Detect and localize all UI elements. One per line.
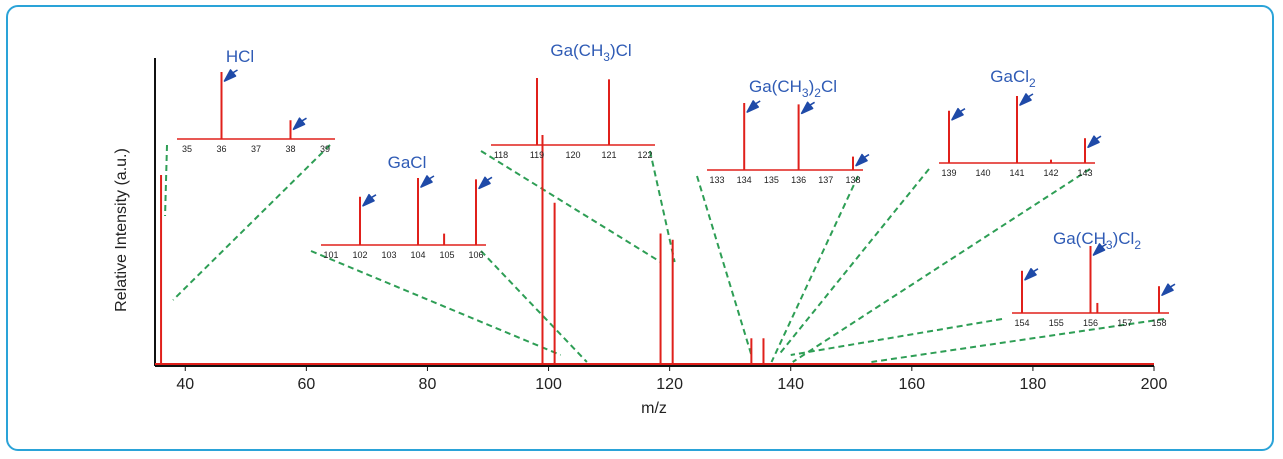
species-label-part: 3 xyxy=(802,86,809,100)
species-label-part: 2 xyxy=(1029,76,1036,90)
figure-frame xyxy=(6,5,1274,451)
inset-tick-label: 101 xyxy=(323,250,338,260)
x-tick-label: 40 xyxy=(176,376,194,393)
zoom-guide-lines xyxy=(164,144,1165,363)
inset-tick-label: 138 xyxy=(845,175,860,185)
inset-tick-label: 142 xyxy=(1043,168,1058,178)
inset-tick-label: 143 xyxy=(1077,168,1092,178)
inset-tick-label: 154 xyxy=(1014,318,1029,328)
inset-spectrum: 154 155 156 157 158 Ga(CH3)Cl2 xyxy=(1012,229,1176,328)
inset-tick-label: 133 xyxy=(709,175,724,185)
inset-tick-label: 134 xyxy=(737,175,752,185)
peak-arrow-icon xyxy=(746,100,761,113)
peak-arrow-icon xyxy=(478,176,493,190)
inset-tick-label: 103 xyxy=(381,250,396,260)
peak-arrow-icon xyxy=(362,193,377,207)
peak-arrow-icon xyxy=(223,69,238,82)
inset-tick-label: 36 xyxy=(216,144,226,154)
main-plot: m/z Relative Intensity (a.u.) 40 60 80 100 1… xyxy=(113,58,1167,417)
species-label-part: Ga(CH xyxy=(550,41,603,60)
peak-arrow-icon xyxy=(800,101,816,115)
inset-tick-label: 158 xyxy=(1151,318,1166,328)
inset-tick-label: 137 xyxy=(818,175,833,185)
inset-spectrum: 118 119 120 121 122 Ga(CH3)Cl xyxy=(491,41,655,160)
zoom-guide-line xyxy=(790,318,1003,356)
x-tick-label: 140 xyxy=(777,376,804,393)
species-label: GaCl xyxy=(388,153,427,172)
zoom-guide-line xyxy=(480,250,588,363)
zoom-guide-line xyxy=(649,150,676,263)
inset-tick-label: 136 xyxy=(791,175,806,185)
inset-spectrum: 35 36 37 38 39 HCl xyxy=(177,47,335,154)
zoom-guide-line xyxy=(777,168,930,356)
x-tick-label: 100 xyxy=(535,376,562,393)
species-label: Ga(CH3)2Cl xyxy=(749,77,837,100)
zoom-guide-line xyxy=(770,175,859,363)
peak-arrow-icon xyxy=(1024,267,1039,281)
inset-tick-label: 157 xyxy=(1117,318,1132,328)
zoom-guide-line xyxy=(792,168,1091,363)
inset-tick-label: 121 xyxy=(601,150,616,160)
peak-arrow-icon xyxy=(951,107,966,121)
x-tick-label: 160 xyxy=(898,376,925,393)
inset-tick-label: 119 xyxy=(530,150,544,160)
x-axis-title: m/z xyxy=(641,400,667,417)
inset-tick-label: 155 xyxy=(1049,318,1064,328)
species-label-part: )Cl xyxy=(610,41,632,60)
x-tick-label: 80 xyxy=(419,376,437,393)
x-tick-label: 60 xyxy=(297,376,315,393)
inset-tick-label: 106 xyxy=(468,250,483,260)
y-axis-title: Relative Intensity (a.u.) xyxy=(113,148,130,312)
inset-tick-label: 139 xyxy=(941,168,956,178)
x-tick-label: 180 xyxy=(1020,376,1047,393)
inset-tick-label: 38 xyxy=(285,144,295,154)
species-label-part: Ga(CH xyxy=(1053,229,1106,248)
species-label-part: Ga(CH xyxy=(749,77,802,96)
inset-tick-label: 122 xyxy=(637,150,652,160)
species-label: Ga(CH3)Cl xyxy=(550,41,631,64)
inset-spectrum: 101 102 103 104 105 106 GaCl xyxy=(321,153,493,260)
peak-arrow-icon xyxy=(292,117,307,131)
inset-tick-label: 105 xyxy=(439,250,454,260)
species-label-part: Cl xyxy=(821,77,837,96)
inset-spectrum: 139 140 141 142 143 GaCl2 xyxy=(939,67,1102,178)
peak-arrow-icon xyxy=(1019,93,1034,106)
species-label: GaCl2 xyxy=(990,67,1036,90)
inset-tick-label: 104 xyxy=(410,250,425,260)
species-label-part: ) xyxy=(809,77,815,96)
zoom-guide-line xyxy=(310,250,562,356)
peak-arrow-icon xyxy=(1087,135,1102,149)
x-tick-label: 200 xyxy=(1141,376,1168,393)
species-label-part: GaCl xyxy=(990,67,1029,86)
inset-tick-label: 39 xyxy=(320,144,330,154)
x-tick-label: 120 xyxy=(656,376,683,393)
inset-tick-label: 35 xyxy=(182,144,192,154)
zoom-guide-line xyxy=(480,150,662,263)
inset-tick-label: 118 xyxy=(494,150,508,160)
peak-arrow-icon xyxy=(1161,283,1176,296)
inset-tick-label: 141 xyxy=(1009,168,1024,178)
zoom-guide-line xyxy=(696,175,753,356)
inset-tick-label: 140 xyxy=(975,168,990,178)
inset-tick-label: 37 xyxy=(251,144,261,154)
inset-tick-label: 135 xyxy=(764,175,779,185)
species-label-part: )Cl xyxy=(1113,229,1135,248)
inset-tick-label: 102 xyxy=(352,250,367,260)
inset-spectrum: 133 134 135 136 137 138 Ga(CH3)2Cl xyxy=(707,77,870,185)
species-label-part: 2 xyxy=(814,86,821,100)
peak-arrow-icon xyxy=(420,175,435,188)
species-label-part: 3 xyxy=(1106,238,1113,252)
inset-tick-label: 156 xyxy=(1083,318,1098,328)
peak-arrow-icon xyxy=(1092,243,1107,256)
zoom-guide-line xyxy=(172,144,331,301)
species-label-part: 2 xyxy=(1134,238,1141,252)
species-label: Ga(CH3)Cl2 xyxy=(1053,229,1141,252)
inset-tick-label: 120 xyxy=(565,150,580,160)
peak-arrow-icon xyxy=(855,153,870,167)
species-label: HCl xyxy=(226,47,254,66)
species-label-part: 3 xyxy=(603,50,610,64)
zoom-guide-line xyxy=(164,144,168,217)
